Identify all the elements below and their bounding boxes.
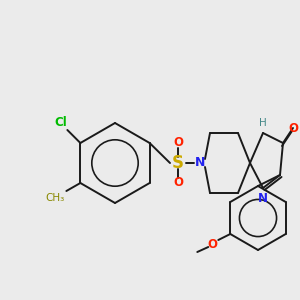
Text: Cl: Cl [54,116,67,130]
Text: S: S [172,154,184,172]
Text: N: N [258,191,268,205]
Text: N: N [195,157,205,169]
Text: CH₃: CH₃ [46,193,65,203]
Text: O: O [288,122,298,134]
Text: O: O [173,176,183,190]
Text: O: O [173,136,183,149]
Text: O: O [207,238,217,250]
Text: H: H [259,118,267,128]
